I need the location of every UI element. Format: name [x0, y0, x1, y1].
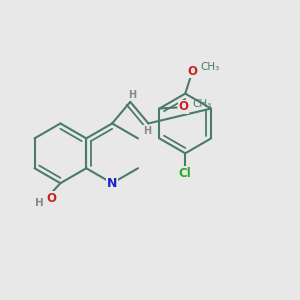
Text: H: H [35, 198, 44, 208]
Text: O: O [178, 100, 188, 113]
Text: CH₃: CH₃ [192, 98, 211, 109]
Text: O: O [187, 64, 197, 77]
Text: CH₃: CH₃ [200, 62, 220, 72]
Text: H: H [143, 126, 151, 136]
Text: O: O [46, 192, 56, 205]
Text: N: N [107, 177, 117, 190]
Text: H: H [128, 90, 136, 100]
Text: Cl: Cl [179, 167, 192, 180]
